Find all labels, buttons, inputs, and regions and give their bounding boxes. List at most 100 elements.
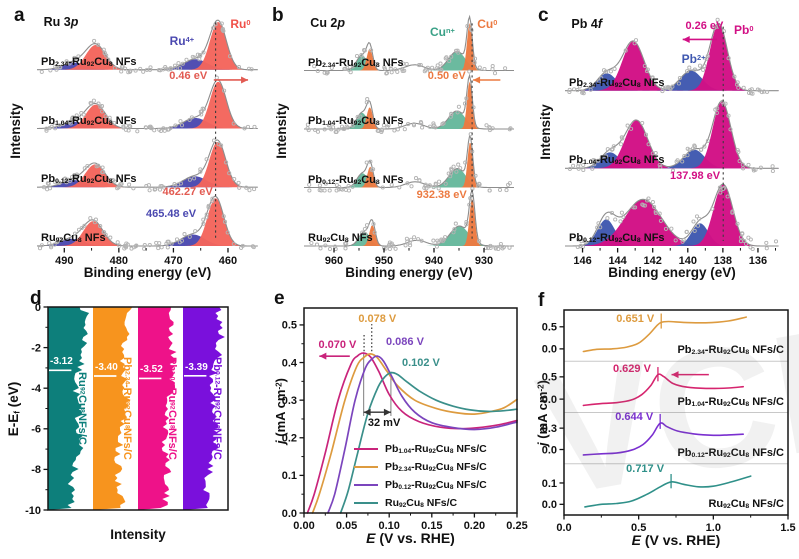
xps-data-point <box>101 169 106 175</box>
xps-data-point <box>721 186 726 192</box>
xps-data-point <box>399 62 404 67</box>
xps-data-point <box>687 65 692 70</box>
xps-data-point <box>329 127 334 132</box>
xps-data-point <box>704 56 709 61</box>
xps-data-point <box>576 166 581 171</box>
xps-data-point <box>487 188 492 193</box>
xps-data-point <box>591 157 596 163</box>
xps-data-point <box>633 205 638 210</box>
xps-data-point <box>726 113 731 118</box>
x-axis-label: E (V vs. RHE) <box>631 532 721 548</box>
xps-data-point <box>621 214 626 219</box>
xps-peak-fill <box>37 44 258 70</box>
xps-data-point <box>63 176 68 181</box>
xps-data-point <box>201 217 206 222</box>
xps-data-point <box>738 239 744 244</box>
xps-data-point <box>721 29 726 34</box>
xps-data-point <box>362 226 367 232</box>
xps-data-point <box>712 25 717 31</box>
xps-data-point <box>323 243 328 248</box>
xps-data-point <box>751 166 756 172</box>
xps-data-point <box>579 239 584 244</box>
xps-data-point <box>165 245 170 250</box>
xps-data-point <box>246 66 252 71</box>
xps-data-point <box>237 185 242 190</box>
xps-data-point <box>158 184 163 189</box>
xps-data-point <box>625 123 630 128</box>
panel-b-letter: b <box>272 5 284 26</box>
xps-peak-fill <box>304 51 514 71</box>
xps-data-point <box>57 236 62 241</box>
xps-data-point <box>770 168 775 174</box>
x-tick-label: 144 <box>608 255 627 267</box>
annotation: 0.46 eV <box>169 69 208 82</box>
xps-data-point <box>358 114 363 119</box>
xps-data-point <box>464 96 469 101</box>
xps-data-point <box>323 181 328 186</box>
xps-data-point <box>228 54 233 59</box>
panel-e-svg: 0.00 0.05 0.10 0.15 0.20 0.25 0.0 0.1 0.2 0.3 0.4 0… <box>282 307 528 532</box>
xps-data-point <box>362 48 367 53</box>
y-axis-label: Intensity <box>538 103 553 160</box>
panel-e-letter: e <box>274 288 285 309</box>
xps-peak-fill <box>565 199 779 246</box>
xps-data-point <box>236 180 241 185</box>
fermi-level-value: -3.39 <box>185 361 208 373</box>
cv-curve <box>311 353 518 514</box>
y-tick-label: -4 <box>31 383 42 395</box>
xps-data-point <box>492 71 498 76</box>
xps-data-point <box>206 205 211 210</box>
xps-data-point <box>358 236 363 241</box>
xps-data-point <box>653 150 658 156</box>
xps-data-point <box>416 237 421 242</box>
annotation: 462.27 eV <box>162 186 213 199</box>
xps-data-point <box>179 238 184 243</box>
xps-data-point <box>252 187 257 192</box>
arrow-head <box>241 76 249 84</box>
panel-e: e 0.00 0.05 0.10 0.15 0.20 0.25 0.0 0.1 0.2 0.3 0.… <box>266 285 532 559</box>
xps-data-point <box>425 65 430 70</box>
xps-data-point <box>240 243 245 248</box>
xps-data-point <box>57 123 62 128</box>
legend-label: Pb0.12-Ru92Cu8 NFs/C <box>385 478 487 492</box>
y-tick-label: 0.1 <box>282 470 297 482</box>
xps-data-point <box>642 63 647 68</box>
xps-data-point <box>364 223 370 228</box>
xps-data-point <box>464 222 469 227</box>
xps-data-point <box>668 86 673 91</box>
xps-data-point <box>642 203 647 208</box>
xps-data-point <box>646 142 651 147</box>
xps-data-point <box>125 242 130 247</box>
xps-data-point <box>750 91 755 96</box>
xps-data-point <box>427 69 432 74</box>
y-tick-label: 0.0 <box>542 344 557 356</box>
xps-data-point <box>82 166 87 171</box>
annotation: 465.48 eV <box>145 208 197 221</box>
xps-data-point <box>441 121 446 126</box>
xps-envelope <box>37 19 258 71</box>
xps-data-point <box>692 67 697 72</box>
annotation: 0.086 V <box>386 335 424 348</box>
xps-data-point <box>210 196 215 201</box>
xps-data-point <box>449 112 454 117</box>
xps-peak-fill <box>304 168 514 188</box>
xps-data-point <box>119 181 124 186</box>
xps-peak-fill <box>37 22 258 70</box>
xps-data-point <box>250 244 255 249</box>
cv-curve <box>339 371 518 514</box>
xps-data-point <box>407 240 412 245</box>
xps-data-point <box>380 185 385 190</box>
xps-data-point <box>723 101 728 106</box>
xps-data-point <box>48 68 53 73</box>
xps-data-point <box>577 84 582 89</box>
xps-data-point <box>348 70 353 75</box>
xps-data-point <box>70 174 75 180</box>
x-axis-label: E (V vs. RHE) <box>366 530 455 546</box>
xps-data-point <box>716 24 721 29</box>
xps-data-point <box>346 183 351 189</box>
legend-label: Pb2.34-Ru92Cu8 NFs/C <box>385 460 487 474</box>
xps-data-point <box>739 235 744 240</box>
y-axis-label: j (mA cm-2) <box>273 377 288 444</box>
sample-label: Pb2.34-Ru92Cu8 NFs/C <box>677 344 784 357</box>
xps-data-point <box>309 240 314 246</box>
